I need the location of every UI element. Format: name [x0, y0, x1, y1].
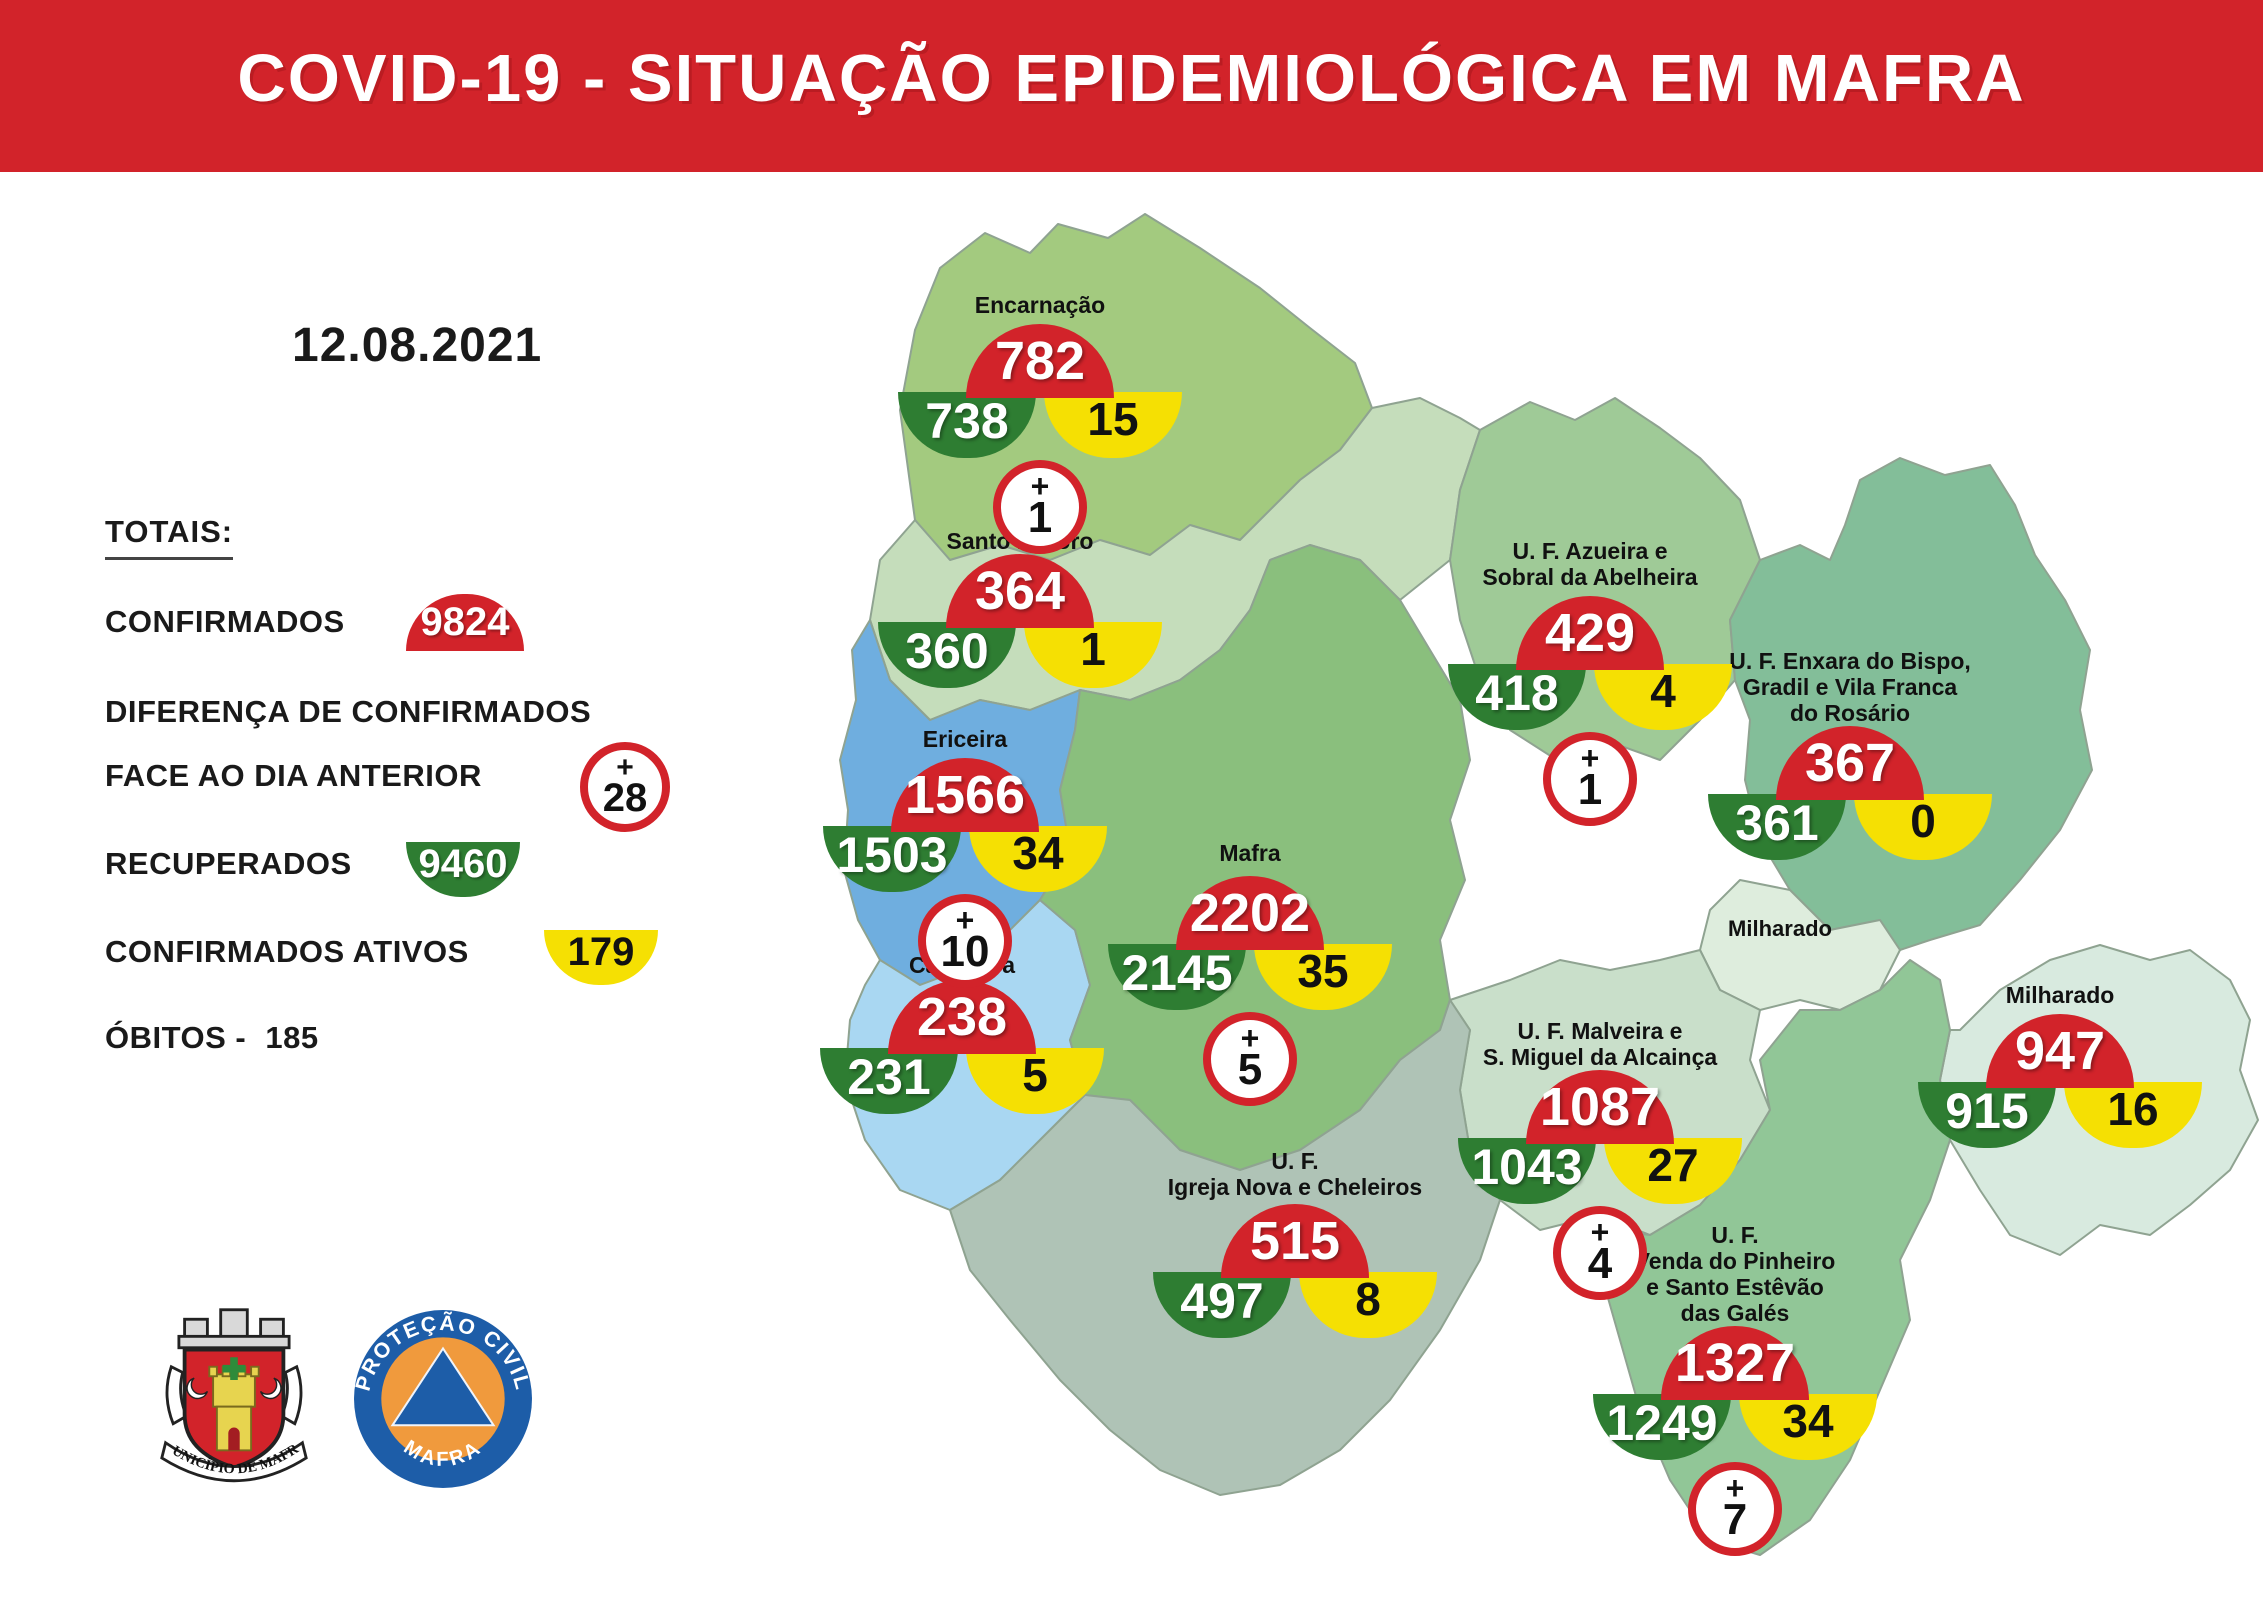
plus-sign: +	[1580, 739, 1600, 776]
confirmed-badge: 2202	[1176, 876, 1324, 950]
region-label: U. F. Malveira e S. Miguel da Alcainça	[1482, 1018, 1718, 1070]
region-badges: 947 915 16	[1890, 1014, 2230, 1254]
region-badges: 1566 1503 34 + 10	[795, 758, 1135, 998]
confirmed-badge: 367	[1776, 726, 1924, 800]
region-badges: 2202 2145 35 + 5	[1080, 876, 1420, 1116]
delta-circle: + 5	[1203, 1012, 1297, 1106]
region-badges: 782 738 15 + 1	[870, 324, 1210, 564]
region-badges: 238 231 5	[792, 980, 1132, 1220]
confirmed-badge: 364	[946, 554, 1094, 628]
diff-circle-badge: + 28	[580, 742, 670, 832]
delta-value: 10	[940, 927, 990, 977]
delta-value: 5	[1237, 1045, 1263, 1095]
deaths-label: ÓBITOS -	[105, 1020, 247, 1055]
region-badges: 364 360 1	[850, 554, 1190, 794]
civil-protection-logo: PROTEÇÃO CIVIL MAFRA	[352, 1310, 532, 1488]
deaths-row: ÓBITOS - 185	[105, 1020, 319, 1056]
diff-label-line2: FACE AO DIA ANTERIOR	[105, 758, 482, 793]
plus-sign: +	[1590, 1213, 1610, 1250]
region-label: U. F. Azueira e Sobral da Abelheira	[1482, 538, 1698, 590]
confirmed-label: CONFIRMADOS	[105, 604, 345, 639]
confirmed-badge: 238	[888, 980, 1036, 1054]
delta-value: 7	[1722, 1495, 1748, 1545]
region-mafra: Mafra 2202 2145 35 + 5	[1080, 840, 1420, 1116]
recovered-badge: 231	[820, 1048, 958, 1114]
milharado-area-label: Milharado	[1728, 916, 1832, 941]
region-azueira: U. F. Azueira e Sobral da Abelheira 429 …	[1420, 538, 1760, 836]
plus-sign: +	[1240, 1019, 1260, 1056]
delta-circle: + 1	[993, 460, 1087, 554]
active-badge: 35	[1254, 944, 1392, 1010]
delta-circle: + 1	[1543, 732, 1637, 826]
region-milharado: Milharado 947 915 16	[1890, 982, 2230, 1254]
delta-circle: + 10	[918, 894, 1012, 988]
plus-sign: +	[1725, 1469, 1745, 1506]
region-badges: 1327 1249 34 + 7	[1565, 1326, 1905, 1566]
region-label: Milharado	[2005, 982, 2115, 1008]
region-ericeira: Ericeira 1566 1503 34 + 10	[795, 726, 1135, 998]
active-badge: 8	[1299, 1272, 1437, 1338]
recovered-badge: 915	[1918, 1082, 2056, 1148]
page-title: COVID-19 - SITUAÇÃO EPIDEMIOLÓGICA EM MA…	[237, 41, 2026, 116]
recovered-badge: 1043	[1458, 1138, 1596, 1204]
active-badge: 34	[1739, 1394, 1877, 1460]
region-encarnacao: Encarnação 782 738 15 + 1	[870, 292, 1210, 564]
region-label: Mafra	[1219, 840, 1281, 866]
active-badge: 1	[1024, 622, 1162, 688]
active-badge: 0	[1854, 794, 1992, 860]
recovered-badge: 1249	[1593, 1394, 1731, 1460]
recovered-badge: 360	[878, 622, 1016, 688]
region-badges: 367 361 0	[1680, 726, 2020, 966]
header-banner	[0, 0, 2263, 172]
region-malveira: U. F. Malveira e S. Miguel da Alcainça 1…	[1430, 1018, 1770, 1310]
confirmed-badge: 1327	[1661, 1326, 1809, 1400]
region-label: Ericeira	[922, 726, 1008, 752]
recovered-badge: 418	[1448, 664, 1586, 730]
confirmed-badge: 1087	[1526, 1070, 1674, 1144]
confirmed-badge: 782	[966, 324, 1114, 398]
confirmed-badge: 947	[1986, 1014, 2134, 1088]
recovered-badge: 497	[1153, 1272, 1291, 1338]
recovered-badge: 738	[898, 392, 1036, 458]
active-label: CONFIRMADOS ATIVOS	[105, 934, 469, 969]
recovered-label: RECUPERADOS	[105, 846, 352, 881]
region-label: U. F. Enxara do Bispo, Gradil e Vila Fra…	[1729, 648, 1971, 726]
recovered-badge: 1503	[823, 826, 961, 892]
confirmed-badge: 1566	[891, 758, 1039, 832]
delta-circle: + 4	[1553, 1206, 1647, 1300]
diff-value: 28	[602, 776, 648, 821]
region-badges: 515 497 8	[1125, 1204, 1465, 1444]
diff-label-line1: DIFERENÇA DE CONFIRMADOS	[105, 694, 592, 729]
region-label: U. F. Igreja Nova e Cheleiros	[1167, 1148, 1423, 1200]
region-badges: 1087 1043 27 + 4	[1430, 1070, 1770, 1310]
report-date: 12.08.2021	[292, 319, 543, 372]
region-venda: U. F. Venda do Pinheiro e Santo Estêvão …	[1565, 1222, 1905, 1566]
active-badge: 16	[2064, 1082, 2202, 1148]
recovered-badge: 2145	[1108, 944, 1246, 1010]
delta-circle: + 7	[1688, 1462, 1782, 1556]
active-badge: 15	[1044, 392, 1182, 458]
deaths-value: 185	[265, 1020, 319, 1055]
plus-sign: +	[955, 901, 975, 938]
municipal-coat-of-arms: MUNICÍPIO DE MAFRA	[158, 1300, 308, 1483]
delta-value: 4	[1587, 1239, 1613, 1289]
delta-value: 1	[1577, 765, 1603, 815]
confirmed-badge: 429	[1516, 596, 1664, 670]
active-badge: 27	[1604, 1138, 1742, 1204]
region-igreja-nova: U. F. Igreja Nova e Cheleiros 515 497 8	[1125, 1148, 1465, 1444]
region-label: U. F. Venda do Pinheiro e Santo Estêvão …	[1634, 1222, 1836, 1326]
map-region-igreja-nova	[949, 999, 1501, 1496]
region-label: Encarnação	[974, 292, 1106, 318]
plus-sign: +	[1030, 467, 1050, 504]
totals-heading: TOTAIS:	[105, 514, 234, 560]
recovered-badge: 361	[1708, 794, 1846, 860]
confirmed-badge: 515	[1221, 1204, 1369, 1278]
plus-sign: +	[616, 750, 634, 784]
delta-value: 1	[1027, 493, 1053, 543]
region-enxara: U. F. Enxara do Bispo, Gradil e Vila Fra…	[1680, 648, 2020, 966]
region-badges: 429 418 4 + 1	[1420, 596, 1760, 836]
